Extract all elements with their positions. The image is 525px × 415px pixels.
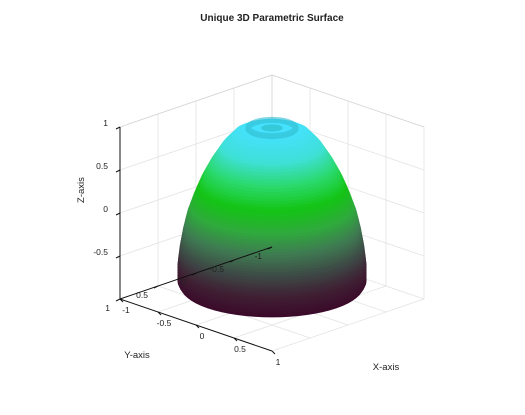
z-tick-label: 0: [103, 204, 108, 214]
z-tick-label: 0.5: [96, 161, 108, 171]
y-tick: [153, 285, 159, 289]
x-axis-label: X-axis: [373, 362, 400, 373]
x-tick: [119, 298, 124, 303]
z-tick: [115, 255, 121, 259]
z-tick-label: -0.5: [93, 247, 108, 257]
surface-crater: [261, 124, 283, 132]
y-axis-label: Y-axis: [124, 350, 150, 361]
y-tick-label: 0.5: [136, 290, 148, 300]
y-tick-label: 0: [181, 277, 186, 287]
tick-labels: -1 -0.5 0 0.5 1 -1 -0.5 0 0.5 1 1 0.5 0 -0.5: [93, 118, 280, 367]
x-tick-label: 0.5: [234, 344, 246, 354]
z-axis-label: Z-axis: [76, 177, 87, 203]
x-tick: [195, 324, 200, 329]
x-tick: [271, 350, 276, 355]
y-tick: [191, 272, 197, 276]
z-tick: [115, 212, 121, 216]
x-tick-label: 1: [276, 357, 281, 367]
y-tick-label: 1: [105, 303, 110, 313]
y-tick-label: -0.5: [209, 264, 224, 274]
z-tick: [115, 169, 121, 173]
y-tick: [229, 259, 235, 263]
z-tick: [115, 126, 121, 130]
x-tick: [233, 337, 238, 342]
x-tick: [157, 311, 162, 316]
chart-title: Unique 3D Parametric Surface: [200, 13, 344, 24]
x-tick-label: 0: [200, 331, 205, 341]
x-tick-label: -0.5: [157, 318, 172, 328]
y-tick-label: -1: [254, 251, 262, 261]
surface-crater-ring: [245, 116, 299, 140]
z-tick-label: 1: [103, 118, 108, 128]
box-edge: [271, 74, 425, 128]
y-tick: [267, 246, 273, 250]
axes-layer: [115, 126, 276, 355]
y-tick: [115, 298, 121, 302]
box-edge: [119, 74, 273, 128]
surface-layer: [177, 116, 367, 318]
x-tick-label: -1: [122, 305, 130, 315]
